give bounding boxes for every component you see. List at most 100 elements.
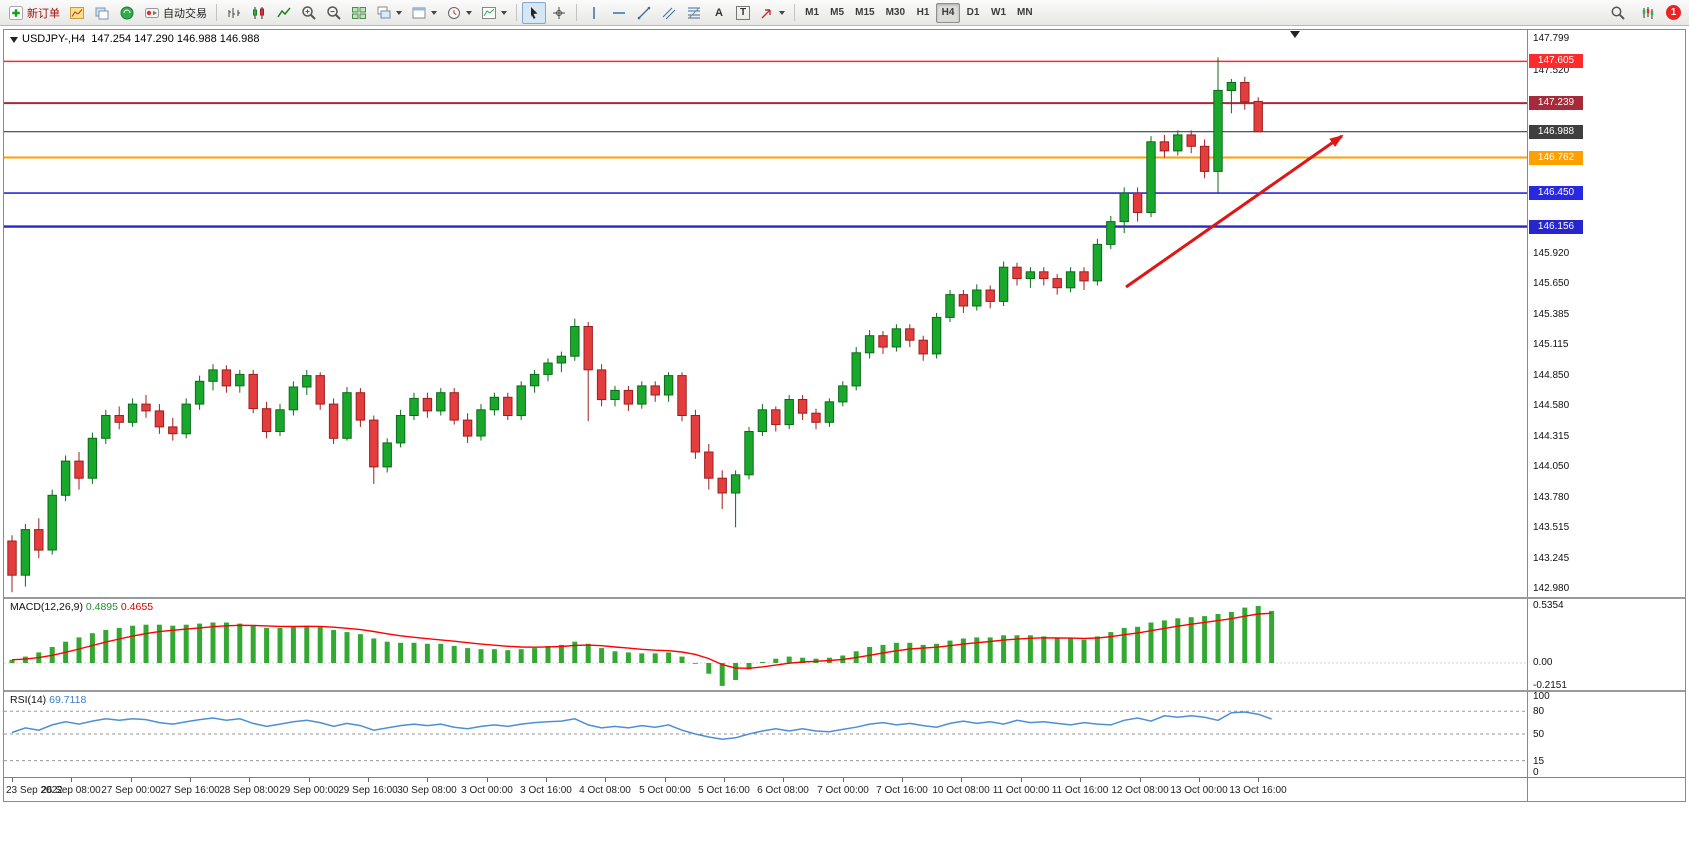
channel-tool-button[interactable] xyxy=(657,2,681,24)
horizontal-line-tool-button[interactable] xyxy=(607,2,631,24)
search-button[interactable] xyxy=(1606,2,1630,24)
rsi-chart[interactable] xyxy=(4,691,1527,778)
search-icon xyxy=(1611,6,1625,20)
crosshair-tool-button[interactable] xyxy=(547,2,571,24)
zoom-out-icon xyxy=(327,5,341,20)
time-axis-label: 4 Oct 08:00 xyxy=(579,785,631,796)
new-order-icon xyxy=(9,5,23,20)
one-click-trading-toggle-icon[interactable] xyxy=(10,37,18,43)
horizontal-line-icon xyxy=(613,11,625,14)
dropdown-caret-icon xyxy=(431,10,437,15)
time-axis-label: 5 Oct 16:00 xyxy=(698,785,750,796)
time-axis-label: 7 Oct 16:00 xyxy=(876,785,928,796)
arrange-windows-button[interactable] xyxy=(372,2,406,24)
cursor-icon xyxy=(531,6,538,19)
rsi-axis-label: 80 xyxy=(1533,706,1545,717)
price-axis-label: 142.980 xyxy=(1533,583,1570,594)
arrows-tool-button[interactable] xyxy=(755,2,789,24)
chart-symbol-period: USDJPY-,H4 xyxy=(22,33,86,45)
line-chart-button[interactable] xyxy=(272,2,296,24)
vertical-line-tool-button[interactable] xyxy=(582,2,606,24)
time-axis-tick xyxy=(902,778,903,782)
main-chart-panel[interactable]: USDJPY-,H4 147.254 147.290 146.988 146.9… xyxy=(4,30,1527,598)
time-axis-label: 26 Sep 08:00 xyxy=(41,785,101,796)
timeframe-d1-button[interactable]: D1 xyxy=(961,3,985,23)
time-axis-label: 13 Oct 00:00 xyxy=(1170,785,1228,796)
new-window-button[interactable] xyxy=(407,2,441,24)
price-level-badge: 146.450 xyxy=(1529,186,1583,200)
crosshair-icon xyxy=(553,6,565,19)
timeframe-m30-button[interactable]: M30 xyxy=(881,3,910,23)
channel-icon xyxy=(662,7,676,19)
new-chart-icon xyxy=(70,6,84,19)
period-button[interactable] xyxy=(442,2,476,24)
timeframe-h4-button[interactable]: H4 xyxy=(936,2,961,23)
time-axis-label: 5 Oct 00:00 xyxy=(639,785,691,796)
dropdown-caret-icon xyxy=(501,10,507,15)
time-axis-tick xyxy=(724,778,725,782)
time-axis-tick xyxy=(71,778,72,782)
toolbar-separator xyxy=(794,4,796,21)
time-axis-tick xyxy=(1080,778,1081,782)
timeframe-w1-button[interactable]: W1 xyxy=(986,3,1011,23)
mini-chart-button[interactable] xyxy=(1636,2,1660,24)
price-level-badge: 146.988 xyxy=(1529,125,1583,139)
time-axis-tick xyxy=(1021,778,1022,782)
zoom-out-button[interactable] xyxy=(322,2,346,24)
text-tool-button[interactable]: A xyxy=(707,2,731,24)
toolbar-separator xyxy=(216,4,217,21)
timeframe-mn-button[interactable]: MN xyxy=(1012,3,1038,23)
arrow-tool-icon xyxy=(761,8,771,18)
bar-chart-icon xyxy=(228,7,240,18)
time-axis-tick xyxy=(961,778,962,782)
mini-chart-icon xyxy=(1642,6,1654,19)
profiles-button[interactable] xyxy=(90,2,114,24)
indicators-button[interactable] xyxy=(477,2,511,24)
macd-axis-label: 0.5354 xyxy=(1533,600,1564,611)
timeframe-h1-button[interactable]: H1 xyxy=(911,3,935,23)
auto-trading-button[interactable]: 自动交易 xyxy=(140,2,211,24)
zoom-in-button[interactable] xyxy=(297,2,321,24)
trendline-icon xyxy=(637,6,651,19)
candlestick-chart-button[interactable] xyxy=(247,2,271,24)
tile-windows-button[interactable] xyxy=(347,2,371,24)
price-axis[interactable]: 147.799 147.520 145.920 145.650 145.385 145.1… xyxy=(1527,30,1685,801)
timeframe-m15-button[interactable]: M15 xyxy=(850,3,879,23)
toolbar-right-group: 1 xyxy=(1606,2,1685,24)
chart-window[interactable]: USDJPY-,H4 147.254 147.290 146.988 146.9… xyxy=(3,29,1686,802)
panel-splitter[interactable] xyxy=(4,690,1685,692)
new-order-button[interactable]: 新订单 xyxy=(4,2,64,24)
macd-chart[interactable] xyxy=(4,598,1527,691)
time-axis-label: 3 Oct 16:00 xyxy=(520,785,572,796)
macd-panel[interactable]: MACD(12,26,9) 0.4895 0.4655 xyxy=(4,598,1527,691)
rsi-panel[interactable]: RSI(14) 69.7118 xyxy=(4,691,1527,778)
text-tool-icon: A xyxy=(715,6,723,19)
chart-shift-marker-icon[interactable] xyxy=(1290,31,1300,38)
price-axis-label: 143.245 xyxy=(1533,553,1570,564)
panel-splitter[interactable] xyxy=(4,597,1685,599)
time-axis-tick xyxy=(546,778,547,782)
notification-badge[interactable]: 1 xyxy=(1666,5,1681,20)
candlestick-icon xyxy=(253,6,264,19)
time-axis-tick xyxy=(249,778,250,782)
new-chart-button[interactable] xyxy=(65,2,89,24)
market-watch-button[interactable] xyxy=(115,2,139,24)
cursor-tool-button[interactable] xyxy=(522,1,546,24)
label-tool-button[interactable]: T xyxy=(732,2,754,24)
time-axis-label: 28 Sep 08:00 xyxy=(219,785,279,796)
price-level-badge: 146.156 xyxy=(1529,220,1583,234)
time-axis-label: 27 Sep 00:00 xyxy=(101,785,161,796)
timeframe-m1-button[interactable]: M1 xyxy=(800,3,824,23)
price-axis-label: 145.920 xyxy=(1533,248,1570,259)
time-axis-label: 29 Sep 00:00 xyxy=(279,785,339,796)
line-chart-icon xyxy=(277,7,291,17)
timeframe-m5-button[interactable]: M5 xyxy=(825,3,849,23)
candlestick-chart[interactable] xyxy=(4,30,1527,598)
indicators-icon xyxy=(482,6,496,19)
time-axis[interactable]: 23 Sep 2022 26 Sep 08:00 27 Sep 00:00 27 Se… xyxy=(4,778,1527,801)
trendline-tool-button[interactable] xyxy=(632,2,656,24)
bar-chart-button[interactable] xyxy=(222,2,246,24)
fibonacci-tool-button[interactable] xyxy=(682,2,706,24)
time-axis-tick xyxy=(190,778,191,782)
time-axis-tick xyxy=(783,778,784,782)
